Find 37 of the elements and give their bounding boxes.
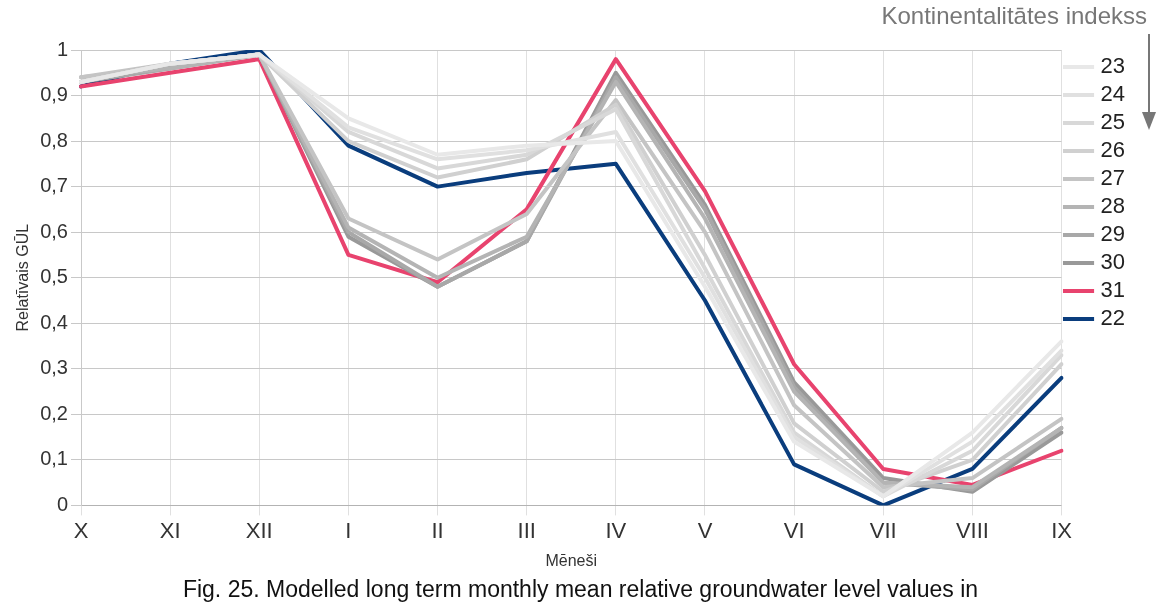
y-tick-label: 0,4 <box>40 310 68 333</box>
caption: Fig. 25. Modelled long term monthly mean relative groundwater level values in <box>181 576 980 603</box>
y-tick-label: 0,8 <box>40 128 68 151</box>
legend-label: 27 <box>1100 165 1126 191</box>
y-tick-label: 0,3 <box>40 356 68 379</box>
legend-label: 30 <box>1100 249 1126 275</box>
y-axis-title: Relatīvais GŪL <box>14 223 32 332</box>
legend-label: 29 <box>1100 221 1126 247</box>
y-tick-label: 0,5 <box>40 265 68 288</box>
x-tick-label: XII <box>245 517 273 543</box>
x-tick-label: IV <box>605 517 627 543</box>
x-tick-label: VII <box>869 517 897 543</box>
legend-label: 23 <box>1100 53 1126 79</box>
x-tick-label: II <box>431 517 444 543</box>
legend-label: 24 <box>1100 81 1126 107</box>
x-tick-label: V <box>697 517 713 543</box>
y-tick-label: 0,6 <box>40 219 68 242</box>
x-tick-label: III <box>517 517 536 543</box>
y-tick-label: 0,2 <box>40 401 68 424</box>
x-tick-label: X <box>73 517 89 543</box>
legend-label: 25 <box>1100 109 1126 135</box>
x-tick-label: XI <box>159 517 181 543</box>
x-tick-label: VIII <box>955 517 989 543</box>
x-tick-label: I <box>345 517 352 543</box>
x-axis-title: Mēneši <box>545 551 598 569</box>
y-tick-label: 0,1 <box>40 447 68 470</box>
x-tick-label: IX <box>1051 517 1073 543</box>
y-tick-label: 1 <box>56 37 68 60</box>
y-tick-label: 0 <box>56 492 68 515</box>
legend-label: 26 <box>1100 137 1126 163</box>
legend-label: 28 <box>1100 193 1126 219</box>
y-tick-label: 0,7 <box>40 174 68 197</box>
y-tick-label: 0,9 <box>40 83 68 106</box>
legend-title: Kontinentalitātes indekss <box>881 2 1147 30</box>
x-tick-label: VI <box>783 517 805 543</box>
legend-label: 22 <box>1100 305 1126 331</box>
legend-label: 31 <box>1100 277 1126 303</box>
